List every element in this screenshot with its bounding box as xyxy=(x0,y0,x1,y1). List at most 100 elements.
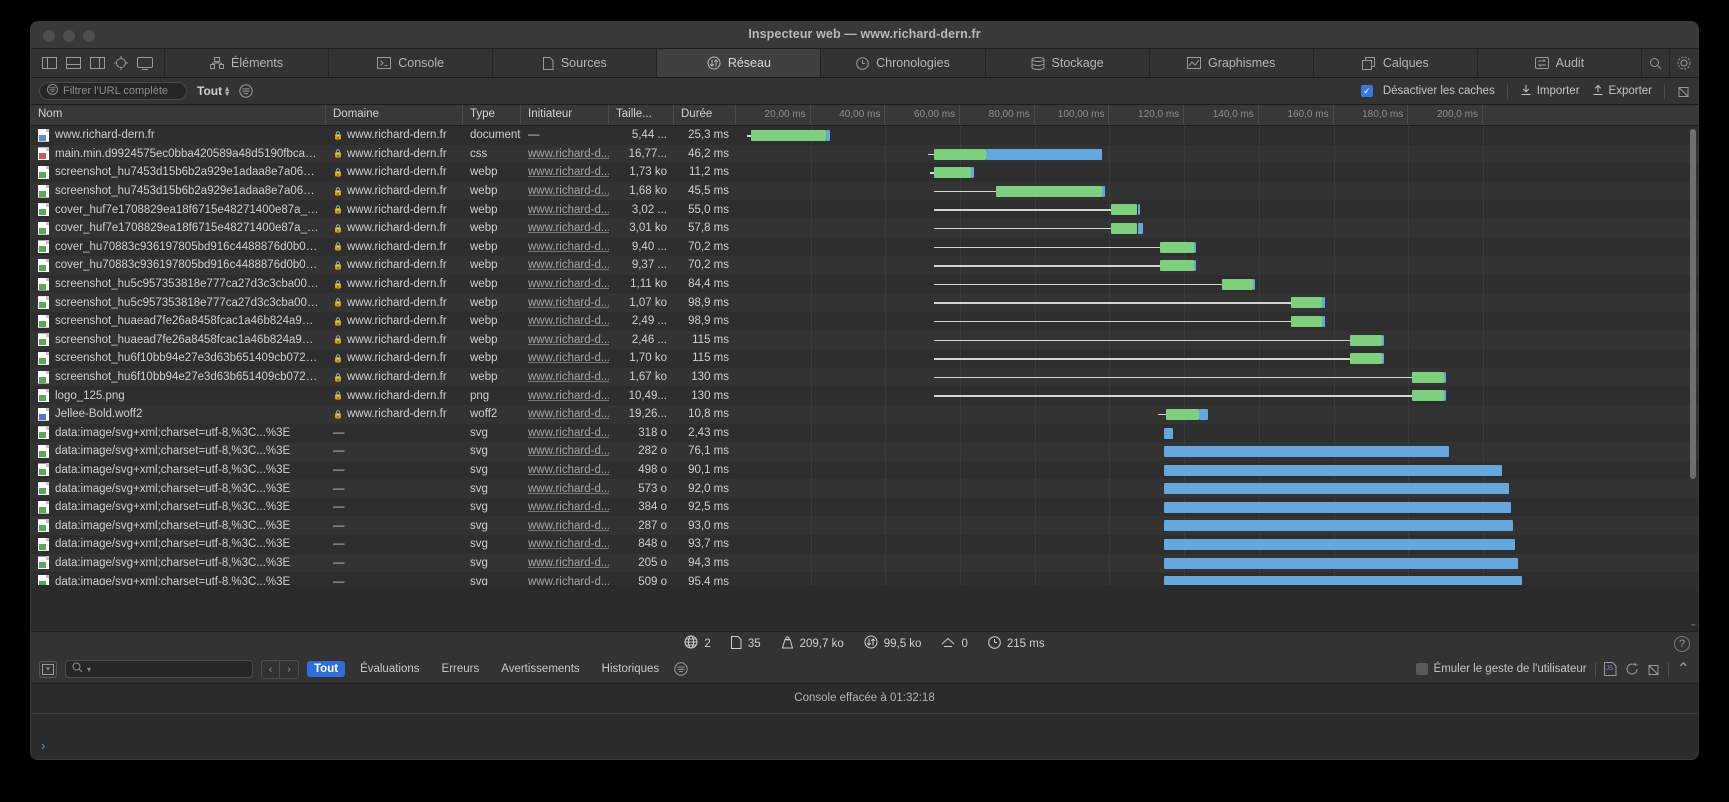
tab-console[interactable]: Console xyxy=(329,49,494,77)
table-row[interactable]: data:image/svg+xml;charset=utf-8,%3C...%… xyxy=(31,497,1698,517)
help-button[interactable]: ? xyxy=(1674,635,1690,652)
cell-initiator[interactable]: www.richard-d... xyxy=(521,371,609,383)
table-row[interactable]: cover_huf7e1708829ea18f6715e48271400e87a… xyxy=(31,200,1698,219)
cell-initiator[interactable]: www.richard-d... xyxy=(521,576,609,585)
table-row[interactable]: logo_125.png 🔒 www.richard-dern.fr png www.r… xyxy=(31,386,1698,405)
cell-initiator[interactable]: www.richard-d... xyxy=(521,464,609,476)
table-row[interactable]: www.richard-dern.fr 🔒 www.richard-dern.fr d… xyxy=(31,126,1698,145)
list-options-icon[interactable] xyxy=(239,84,253,98)
sidebar-toggle-icon[interactable] xyxy=(39,660,57,678)
column-header-waterfall[interactable]: 20,00 ms 40,00 ms 60,00 ms 80,00 ms 100,00 m… xyxy=(736,105,1698,125)
cell-initiator[interactable]: www.richard-d... xyxy=(521,483,609,495)
chevron-left-icon[interactable]: ‹ xyxy=(261,659,280,679)
tab-timelines[interactable]: Chronologies xyxy=(821,49,986,77)
export-button[interactable]: Exporter xyxy=(1592,84,1652,99)
table-row[interactable]: screenshot_huaead7fe26a8458fcac1a46b824a… xyxy=(31,311,1698,331)
table-row[interactable]: screenshot_hu6f10bb94e27e3d63b651409cb07… xyxy=(31,367,1698,387)
table-row[interactable]: data:image/svg+xml;charset=utf-8,%3C...%… xyxy=(31,553,1698,573)
table-row[interactable]: data:image/svg+xml;charset=utf-8,%3C...%… xyxy=(31,423,1698,443)
cell-initiator[interactable]: www.richard-d... xyxy=(521,278,609,290)
table-row[interactable]: screenshot_hu7453d15b6b2a929e1adaa8e7a06… xyxy=(31,181,1698,201)
cell-initiator[interactable]: www.richard-d... xyxy=(521,408,609,420)
trash-icon[interactable] xyxy=(1677,85,1690,98)
table-row[interactable]: screenshot_hu5c957353818e777ca27d3c3cba0… xyxy=(31,293,1698,312)
table-row[interactable]: screenshot_hu6f10bb94e27e3d63b651409cb07… xyxy=(31,349,1698,368)
table-row[interactable]: data:image/svg+xml;charset=utf-8,%3C...%… xyxy=(31,535,1698,554)
dock-right-icon[interactable] xyxy=(90,57,105,69)
cell-initiator[interactable]: www.richard-d... xyxy=(521,241,609,253)
table-row[interactable]: cover_hu70883c936197805bd916c4488876d0b0… xyxy=(31,256,1698,275)
inspect-element-icon[interactable] xyxy=(114,56,128,70)
maximize-button[interactable] xyxy=(83,30,95,42)
column-header-initiator[interactable]: Initiateur xyxy=(521,105,609,125)
column-header-duration[interactable]: Durée xyxy=(674,105,736,125)
console-search-input[interactable]: ▾ xyxy=(65,660,253,678)
column-header-name[interactable]: Nom xyxy=(31,105,326,125)
table-row[interactable]: Jellee-Bold.woff2 🔒 www.richard-dern.fr wof… xyxy=(31,404,1698,424)
table-row[interactable]: data:image/svg+xml;charset=utf-8,%3C...%… xyxy=(31,572,1698,585)
cell-initiator[interactable]: www.richard-d... xyxy=(521,315,609,327)
gear-icon[interactable] xyxy=(1670,49,1698,77)
table-row[interactable]: data:image/svg+xml;charset=utf-8,%3C...%… xyxy=(31,442,1698,461)
console-filter-all[interactable]: Tout xyxy=(307,661,346,677)
responsive-design-icon[interactable] xyxy=(137,56,153,70)
column-header-type[interactable]: Type xyxy=(463,105,521,125)
cell-initiator[interactable]: www.richard-d... xyxy=(521,352,609,364)
console-filter-errors[interactable]: Erreurs xyxy=(441,663,480,675)
cell-initiator[interactable]: www.richard-d... xyxy=(521,334,609,346)
url-filter-input[interactable]: Filtrer l'URL complète xyxy=(39,82,187,100)
tab-audit[interactable]: Audit xyxy=(1478,49,1642,77)
tab-network[interactable]: Réseau xyxy=(657,49,822,77)
vertical-scrollbar[interactable] xyxy=(1690,129,1696,479)
tab-graphics[interactable]: Graphismes xyxy=(1150,49,1314,77)
disable-caches-toggle[interactable]: ✓ Désactiver les caches xyxy=(1360,85,1495,97)
emulate-gesture-toggle[interactable]: Émuler le geste de l'utilisateur xyxy=(1415,663,1587,675)
minimize-button[interactable] xyxy=(63,30,75,42)
cell-initiator[interactable]: www.richard-d... xyxy=(521,538,609,550)
search-icon[interactable] xyxy=(1642,49,1670,77)
scroll-down-icon[interactable]: ⌄ xyxy=(1689,617,1697,628)
cell-initiator[interactable]: www.richard-d... xyxy=(521,259,609,271)
table-row[interactable]: main.min.d9924575ec0bba420589a48d5190fbc… xyxy=(31,144,1698,164)
cell-initiator[interactable]: www.richard-d... xyxy=(521,501,609,513)
tab-layers[interactable]: Calques xyxy=(1314,49,1478,77)
list-options-icon[interactable] xyxy=(674,662,688,676)
table-row[interactable]: screenshot_hu5c957353818e777ca27d3c3cba0… xyxy=(31,274,1698,294)
table-row[interactable]: data:image/svg+xml;charset=utf-8,%3C...%… xyxy=(31,460,1698,480)
console-filter-logs[interactable]: Historiques xyxy=(601,663,660,675)
console-filter-warnings[interactable]: Avertissements xyxy=(501,663,580,675)
cell-initiator[interactable]: www.richard-d... xyxy=(521,390,609,402)
import-button[interactable]: Importer xyxy=(1520,84,1580,99)
js-file-icon[interactable]: JS xyxy=(1603,662,1617,676)
tab-elements[interactable]: Éléments xyxy=(165,49,330,77)
cell-initiator[interactable]: www.richard-d... xyxy=(521,148,609,160)
dock-left-icon[interactable] xyxy=(42,57,57,69)
cell-initiator[interactable]: www.richard-d... xyxy=(521,204,609,216)
cell-initiator[interactable]: www.richard-d... xyxy=(521,427,609,439)
table-row[interactable]: data:image/svg+xml;charset=utf-8,%3C...%… xyxy=(31,479,1698,498)
table-row[interactable]: screenshot_huaead7fe26a8458fcac1a46b824a… xyxy=(31,330,1698,350)
table-row[interactable]: data:image/svg+xml;charset=utf-8,%3C...%… xyxy=(31,516,1698,536)
column-header-domain[interactable]: Domaine xyxy=(326,105,463,125)
cell-initiator[interactable]: www.richard-d... xyxy=(521,185,609,197)
cell-initiator[interactable]: www.richard-d... xyxy=(521,222,609,234)
close-button[interactable] xyxy=(43,30,55,42)
scroll-up-icon[interactable]: ⌃ xyxy=(1689,129,1697,139)
clear-console-icon[interactable] xyxy=(1647,663,1660,676)
cell-initiator[interactable]: www.richard-d... xyxy=(521,445,609,457)
chevron-up-icon[interactable]: ⌃ xyxy=(1676,661,1690,678)
dock-bottom-icon[interactable] xyxy=(66,57,81,69)
chevron-right-icon[interactable]: › xyxy=(280,659,299,679)
cell-initiator[interactable]: www.richard-d... xyxy=(521,557,609,569)
cell-initiator[interactable]: www.richard-d... xyxy=(521,166,609,178)
table-row[interactable]: cover_hu70883c936197805bd916c4488876d0b0… xyxy=(31,237,1698,257)
cell-initiator[interactable]: www.richard-d... xyxy=(521,520,609,532)
tab-storage[interactable]: Stockage xyxy=(986,49,1150,77)
tab-sources[interactable]: Sources xyxy=(493,49,658,77)
resource-type-select[interactable]: Tout ▴ ▾ xyxy=(197,84,229,98)
console-prompt[interactable]: › xyxy=(31,731,1698,759)
table-row[interactable]: cover_huf7e1708829ea18f6715e48271400e87a… xyxy=(31,218,1698,238)
cell-initiator[interactable]: www.richard-d... xyxy=(521,297,609,309)
console-filter-evaluations[interactable]: Évaluations xyxy=(360,663,420,675)
column-header-size[interactable]: Taille... xyxy=(609,105,674,125)
